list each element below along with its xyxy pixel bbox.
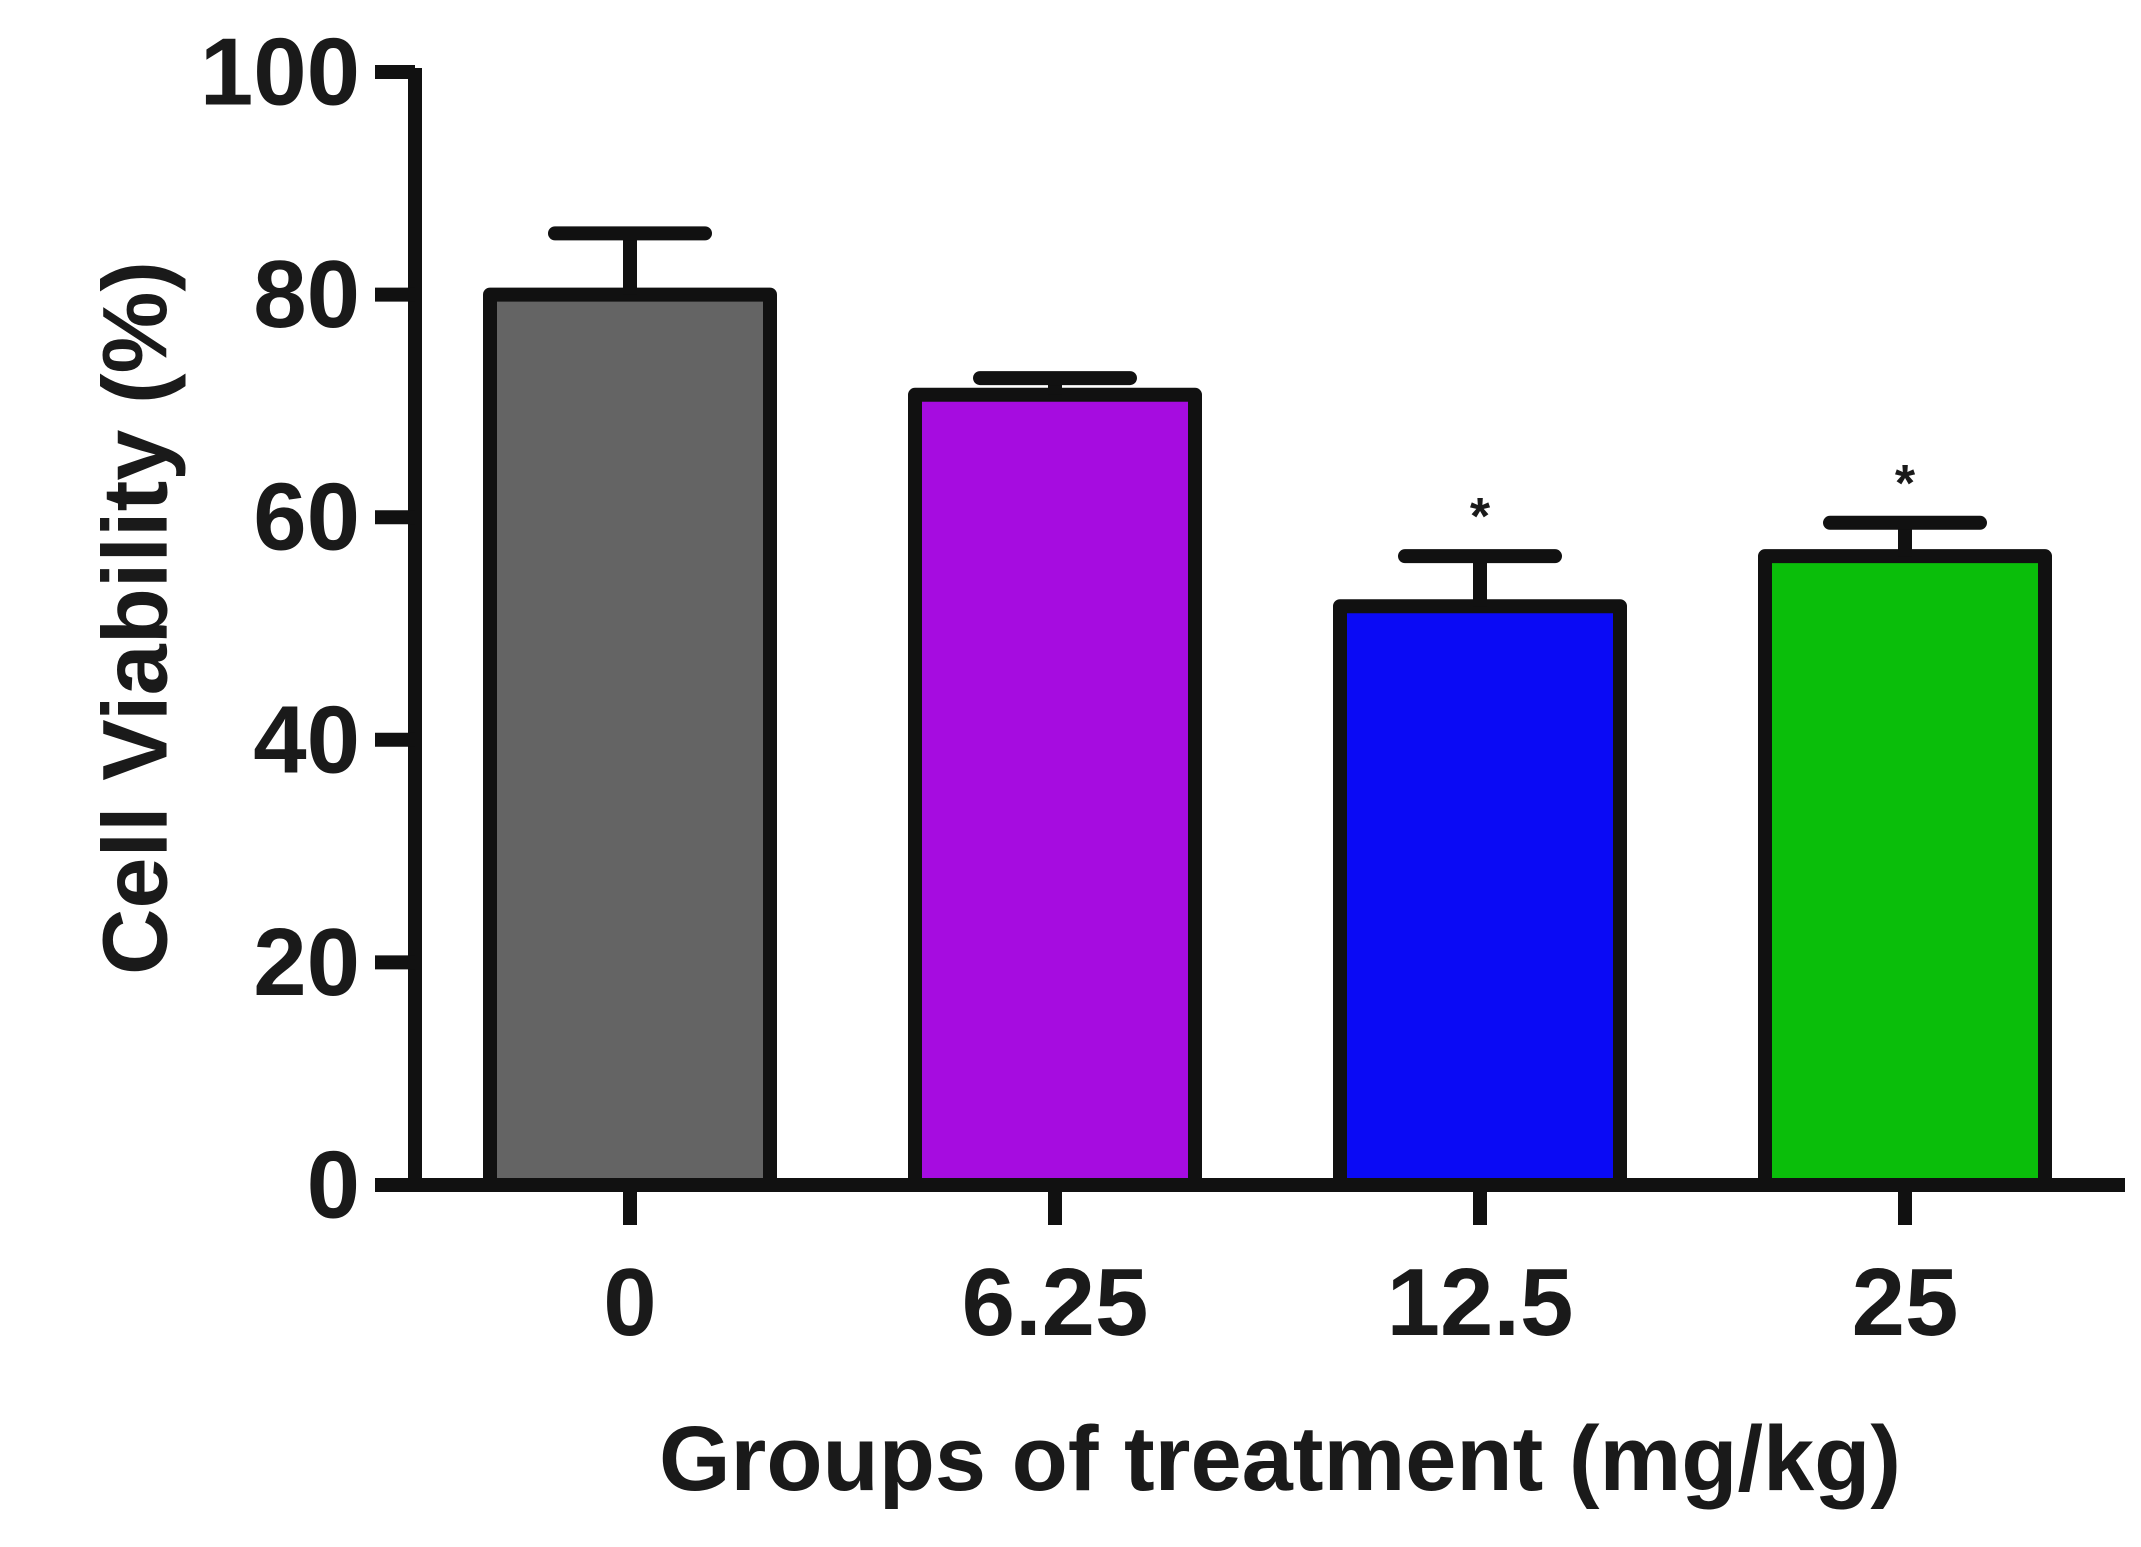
x-axis-title: Groups of treatment (mg/kg) xyxy=(659,1408,1901,1510)
x-tick-label: 0 xyxy=(603,1249,656,1356)
y-tick-label: 20 xyxy=(253,909,360,1016)
y-ticks-layer: 0 20 40 60 80 100 xyxy=(200,19,415,1239)
bar-6-25 xyxy=(908,387,1202,1192)
bar-25 xyxy=(1758,549,2052,1192)
significance-layer: ** xyxy=(1470,455,1916,546)
significance-asterisk: * xyxy=(1470,488,1491,546)
y-tick-label: 0 xyxy=(307,1132,360,1239)
y-axis-title: Cell Viability (%) xyxy=(84,261,186,975)
bars-layer xyxy=(483,287,2052,1193)
bar-12-5 xyxy=(1333,599,1627,1192)
x-tick-label: 12.5 xyxy=(1387,1249,1574,1356)
significance-asterisk: * xyxy=(1895,455,1916,513)
error-bars-layer xyxy=(548,226,1987,607)
x-ticks-layer: 0 6.25 12.5 25 xyxy=(603,1185,1958,1356)
axes-layer xyxy=(408,68,2125,1192)
bar-0 xyxy=(483,287,777,1193)
y-tick-label: 40 xyxy=(253,686,360,793)
y-tick-label: 80 xyxy=(253,241,360,348)
y-tick-label: 60 xyxy=(253,464,360,571)
y-tick-label: 100 xyxy=(200,19,360,126)
x-tick-label: 6.25 xyxy=(962,1249,1149,1356)
x-tick-label: 25 xyxy=(1852,1249,1959,1356)
